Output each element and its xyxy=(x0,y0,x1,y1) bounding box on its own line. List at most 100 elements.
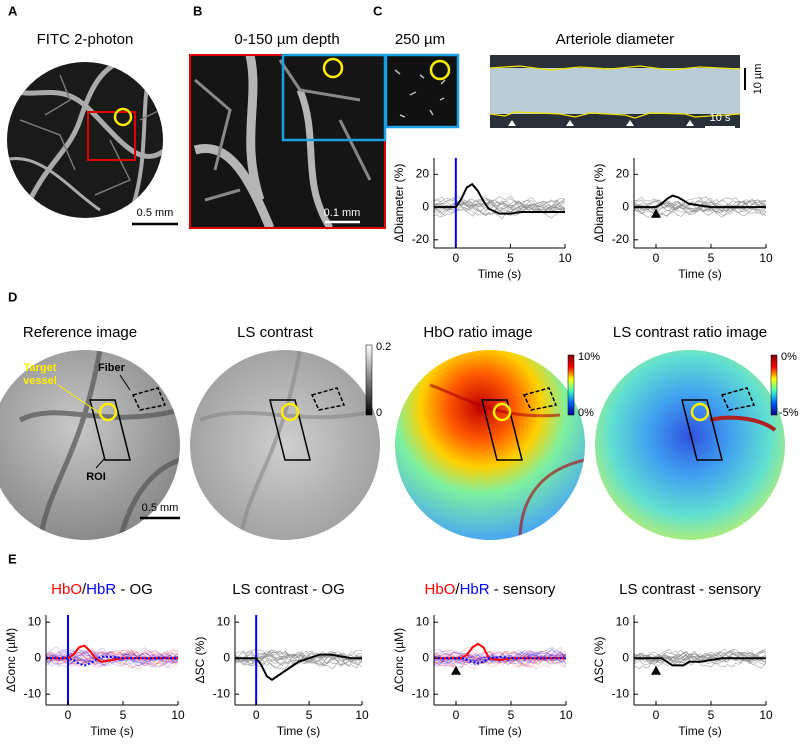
chart-title: HbO/HbR - OG xyxy=(51,581,153,598)
x-axis-label: Time (s) xyxy=(678,724,722,738)
x-axis-label: Time (s) xyxy=(90,724,134,738)
panel-label: B xyxy=(193,3,202,18)
mean-trace xyxy=(46,655,178,667)
title-part: - OG xyxy=(116,581,153,598)
arrow xyxy=(57,384,99,413)
ls-contrast-image xyxy=(190,350,380,540)
annotation: Fiber xyxy=(98,362,126,374)
y-tick-label: -10 xyxy=(612,686,630,700)
y-tick-label: 0 xyxy=(422,650,429,664)
scale-label: 0.5 mm xyxy=(137,207,174,219)
x-tick-label: 5 xyxy=(508,708,515,722)
x-tick-label: 10 xyxy=(759,708,773,722)
roi-overlay xyxy=(89,387,756,461)
trial-trace xyxy=(434,646,566,668)
panel-title: 250 µm xyxy=(395,31,445,48)
y-tick-label: 0 xyxy=(34,650,41,664)
colorbar-label: 0 xyxy=(376,407,382,419)
y-axis-label: ΔConc (µM) xyxy=(392,628,406,692)
y-tick-label: -20 xyxy=(612,232,630,246)
panel-label: E xyxy=(8,551,17,566)
trial-trace xyxy=(434,650,566,664)
y-tick-label: -10 xyxy=(24,686,42,700)
colorbar xyxy=(567,354,575,416)
target-circle xyxy=(429,59,451,81)
colorbar-label: 10% xyxy=(578,351,600,363)
y-axis-label: ΔSC (%) xyxy=(193,637,207,684)
x-axis-label: Time (s) xyxy=(478,724,522,738)
hbo-ratio-image xyxy=(395,350,585,540)
panel-title: LS contrast ratio image xyxy=(613,324,767,341)
y-tick-label: 10 xyxy=(217,614,231,628)
trial-trace xyxy=(434,656,566,670)
chart-title: HbO/HbR - sensory xyxy=(425,581,556,598)
x-tick-label: 0 xyxy=(253,708,260,722)
target-circle xyxy=(322,57,344,79)
x-tick-label: 10 xyxy=(559,708,573,722)
trial-trace xyxy=(634,199,766,213)
stimulus-marker xyxy=(451,665,461,675)
y-tick-label: -20 xyxy=(412,232,430,246)
trial-trace xyxy=(434,650,566,667)
ls-ratio-image xyxy=(595,350,785,540)
y-tick-label: 0 xyxy=(223,650,230,664)
trial-trace xyxy=(634,201,766,214)
colorbar xyxy=(770,354,778,416)
panel-title: FITC 2-photon xyxy=(37,31,134,48)
panel-title: Reference image xyxy=(23,324,137,341)
trial-trace xyxy=(634,653,766,664)
scale-label: 0.5 mm xyxy=(142,502,179,514)
trial-trace xyxy=(634,197,766,214)
annotation: vessel xyxy=(23,375,57,387)
arrow xyxy=(119,374,131,391)
reference-image xyxy=(0,350,180,540)
y-tick-label: 20 xyxy=(416,167,430,181)
title-part: HbR xyxy=(460,581,490,598)
mean-trace xyxy=(434,182,565,215)
x-tick-label: 10 xyxy=(171,708,185,722)
chart-title: LS contrast - sensory xyxy=(619,581,761,598)
title-part: HbO xyxy=(425,581,456,598)
y-tick-label: 0 xyxy=(622,199,629,213)
y-tick-label: 20 xyxy=(616,167,630,181)
x-tick-label: 5 xyxy=(507,251,514,265)
panel-title: 0-150 µm depth xyxy=(234,31,339,48)
panel-title: HbO ratio image xyxy=(423,324,532,341)
scale-label: 10 s xyxy=(710,112,731,124)
trial-trace xyxy=(434,648,566,664)
colorbar-label: 0.2 xyxy=(376,341,391,353)
title-part: - sensory xyxy=(490,581,556,598)
two-photon-image xyxy=(7,62,163,218)
stimulus-marker xyxy=(651,208,661,218)
title-part: / xyxy=(455,581,460,598)
trial-trace xyxy=(434,653,566,664)
x-axis-label: Time (s) xyxy=(277,724,321,738)
arrow xyxy=(95,457,106,469)
depth-image xyxy=(190,54,385,230)
x-axis-label: Time (s) xyxy=(478,267,522,281)
y-axis-label: ΔDiameter (%) xyxy=(592,164,606,243)
x-tick-label: 5 xyxy=(708,251,715,265)
colorbar-label: 0% xyxy=(781,351,797,363)
x-tick-label: 10 xyxy=(759,251,773,265)
depth-inset-image xyxy=(386,55,458,127)
x-tick-label: 5 xyxy=(306,708,313,722)
x-tick-label: 0 xyxy=(65,708,72,722)
colorbar-label: -5% xyxy=(779,407,799,419)
mean-trace xyxy=(634,194,766,209)
title-part: HbR xyxy=(86,581,116,598)
panel-label: A xyxy=(8,3,18,18)
mean-trace xyxy=(235,653,362,682)
y-axis-label: ΔSC (%) xyxy=(592,637,606,684)
x-tick-label: 0 xyxy=(653,251,660,265)
x-tick-label: 0 xyxy=(452,251,459,265)
panel-title: LS contrast xyxy=(237,324,314,341)
x-tick-label: 0 xyxy=(653,708,660,722)
trial-trace xyxy=(434,652,566,665)
x-tick-label: 5 xyxy=(120,708,127,722)
target-circle xyxy=(113,107,133,127)
panel-label: C xyxy=(373,3,383,18)
panel-title: Arteriole diameter xyxy=(556,31,674,48)
scale-label: 0.1 mm xyxy=(324,207,361,219)
